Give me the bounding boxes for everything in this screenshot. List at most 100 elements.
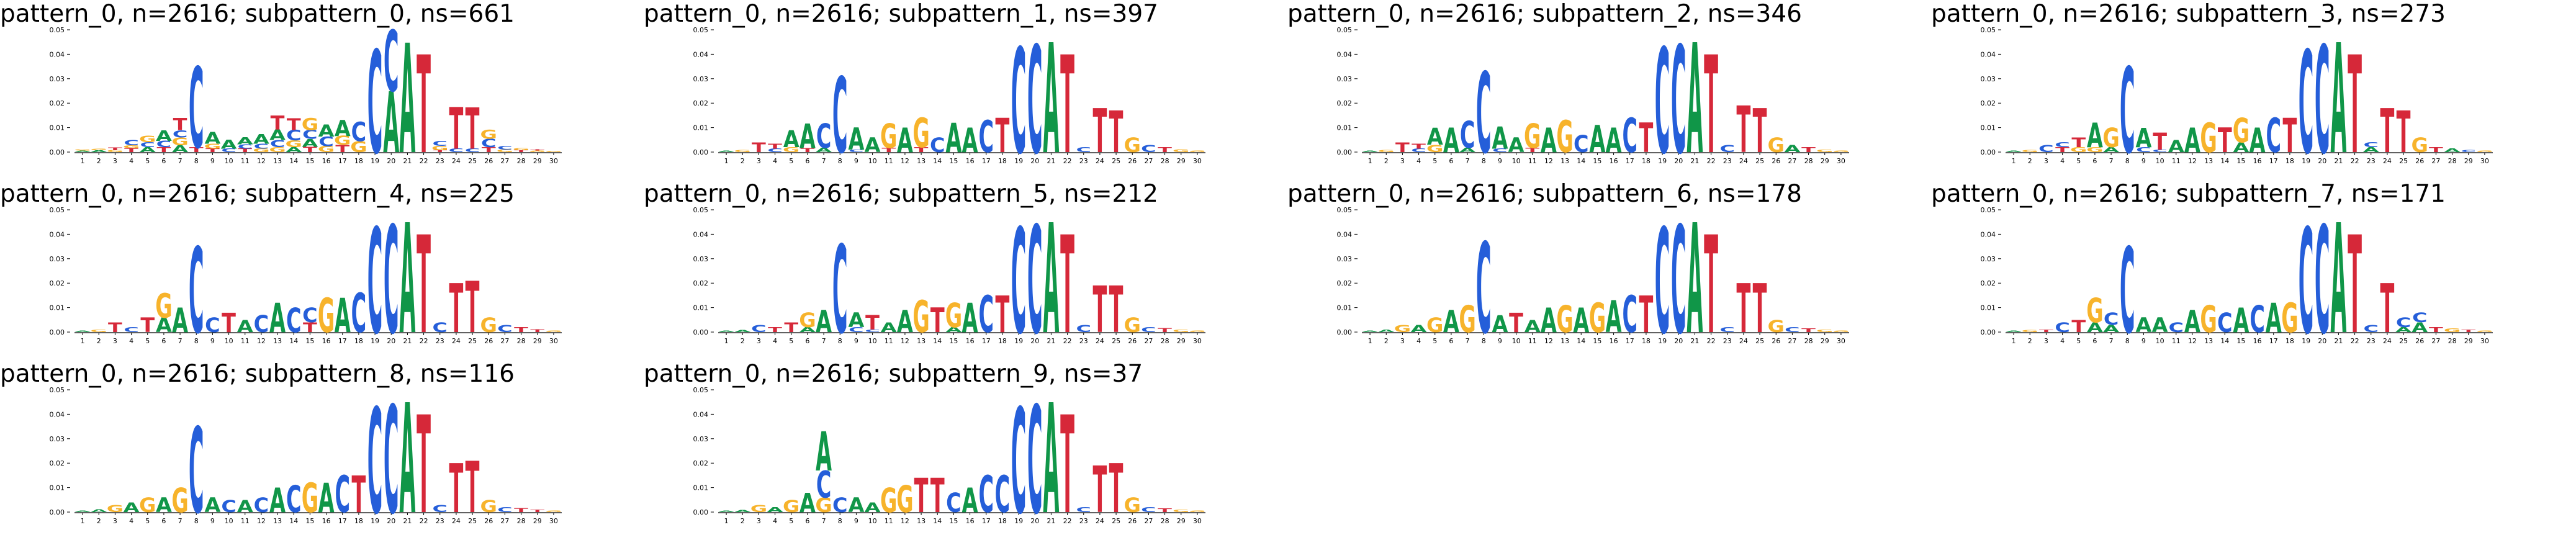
x-tick-label: 19 <box>1014 337 1023 345</box>
logo-letter-A: A <box>1427 124 1443 150</box>
x-tick-label: 18 <box>2286 157 2294 165</box>
x-tick-label: 16 <box>966 517 975 525</box>
panel-title: pattern_0, n=2616; subpattern_4, ns=225 <box>0 180 515 208</box>
logo-letter-T: T <box>1704 209 1718 364</box>
logo-letter-C: C <box>367 23 383 186</box>
logo-letter-G: G <box>480 128 497 142</box>
logo-letter-A: A <box>2087 116 2103 156</box>
logo-letter-C: C <box>221 148 236 153</box>
logo-letter-C: C <box>1574 131 1589 158</box>
x-tick-label: 30 <box>1837 157 1845 165</box>
x-tick-label: 6 <box>805 337 809 345</box>
x-tick-label: 20 <box>387 517 395 525</box>
x-tick-label: 5 <box>2076 157 2081 165</box>
logo-letter-T: T <box>1753 97 1767 167</box>
logo-letter-T: T <box>530 150 545 151</box>
x-tick-label: 4 <box>129 517 133 525</box>
x-tick-label: 2 <box>2028 157 2032 165</box>
logo-letter-G: G <box>880 116 897 156</box>
logo-letter-A: A <box>2135 123 2151 154</box>
logo-plot: 0.000.010.020.030.040.051 2 3 4 5 6 7 8 9 10 11 12 1… <box>50 192 562 367</box>
logo-letter-A: A <box>1541 301 1557 341</box>
x-tick-label: 19 <box>371 157 379 165</box>
y-tick-label: 0.04 <box>1981 230 1996 238</box>
logo-letter-G: G <box>2476 150 2493 153</box>
x-tick-label: 13 <box>273 157 282 165</box>
x-tick-label: 15 <box>305 157 314 165</box>
logo-letter-T: T <box>1093 273 1107 348</box>
x-tick-label: 27 <box>2431 157 2440 165</box>
logo-letter-G: G <box>1394 323 1411 335</box>
x-tick-label: 10 <box>1512 337 1521 345</box>
x-tick-label: 15 <box>1593 157 1601 165</box>
x-tick-label: 26 <box>484 337 493 345</box>
logo-letter-A: A <box>1043 192 1059 367</box>
x-tick-label: 27 <box>1788 157 1796 165</box>
x-tick-label: 27 <box>500 337 509 345</box>
logo-letter-A: A <box>816 421 832 484</box>
panel-title: pattern_0, n=2616; subpattern_9, ns=37 <box>644 360 1143 388</box>
logo-letter-G: G <box>74 150 91 151</box>
logo-letter-A: A <box>1687 12 1703 187</box>
x-tick-label: 19 <box>371 337 379 345</box>
x-tick-label: 21 <box>403 157 412 165</box>
logo-letter-T: T <box>996 109 1010 163</box>
logo-letter-A: A <box>335 116 351 142</box>
x-tick-label: 23 <box>1079 157 1088 165</box>
logo-letter-T: T <box>238 148 252 153</box>
logo-letter-T: T <box>173 115 187 135</box>
x-tick-label: 3 <box>757 517 761 525</box>
x-tick-label: 4 <box>129 157 133 165</box>
logo-letter-A: A <box>253 132 269 147</box>
logo-letter-G: G <box>1124 133 1141 156</box>
logo-letter-C: C <box>849 326 864 334</box>
logo-letter-C: C <box>124 326 139 334</box>
logo-letter-G: G <box>1816 329 1833 333</box>
x-tick-label: 28 <box>517 517 526 525</box>
x-tick-label: 29 <box>533 157 542 165</box>
y-tick-label: 0.05 <box>50 206 65 214</box>
x-tick-label: 8 <box>1482 337 1486 345</box>
logo-letter-G: G <box>1173 148 1189 153</box>
logo-letter-C: C <box>367 199 383 367</box>
logo-plot: 0.000.010.020.030.040.051 2 3 4 5 6 7 8 9 10 11 12 1… <box>693 12 1206 187</box>
x-tick-label: 26 <box>1128 517 1137 525</box>
logo-letter-A: A <box>962 295 978 342</box>
logo-letter-T: T <box>1639 115 1654 162</box>
x-tick-label: 27 <box>500 157 509 165</box>
y-tick-label: 0.04 <box>50 230 65 238</box>
x-tick-label: 20 <box>387 337 395 345</box>
x-tick-label: 6 <box>161 337 166 345</box>
y-tick-label: 0.00 <box>693 508 709 516</box>
logo-letter-A: A <box>2103 146 2120 154</box>
logo-letter-G: G <box>1816 149 1833 153</box>
logo-letter-A: A <box>237 135 254 146</box>
logo-plot: 0.000.010.020.030.040.051 2 3 4 5 6 7 8 9 10 11 12 1… <box>50 372 562 540</box>
logo-letter-C: C <box>978 286 994 344</box>
logo-letter-G: G <box>799 308 816 332</box>
x-tick-label: 29 <box>1177 157 1186 165</box>
x-tick-label: 13 <box>2204 157 2213 165</box>
x-tick-label: 22 <box>420 157 428 165</box>
logo-letter-A: A <box>2103 323 2120 335</box>
x-tick-label: 20 <box>1674 337 1683 345</box>
logo-letter-T: T <box>466 266 480 349</box>
x-tick-label: 12 <box>901 337 909 345</box>
x-tick-label: 5 <box>145 337 150 345</box>
x-tick-label: 16 <box>1610 337 1618 345</box>
x-tick-label: 11 <box>885 157 893 165</box>
x-tick-label: 21 <box>1690 337 1699 345</box>
x-tick-label: 17 <box>338 517 347 525</box>
logo-letter-A: A <box>1784 143 1801 155</box>
logo-letter-T: T <box>482 146 496 154</box>
logo-letter-A: A <box>1606 121 1622 161</box>
x-tick-label: 5 <box>1433 157 1437 165</box>
logo-letter-A: A <box>2006 330 2022 333</box>
y-tick-label: 0.03 <box>693 255 709 263</box>
x-tick-label: 16 <box>322 157 331 165</box>
x-tick-label: 5 <box>789 157 793 165</box>
logo-letter-C: C <box>481 137 497 150</box>
logo-letter-A: A <box>2233 140 2249 155</box>
logo-letter-G: G <box>2022 330 2038 333</box>
x-tick-label: 28 <box>1161 337 1169 345</box>
